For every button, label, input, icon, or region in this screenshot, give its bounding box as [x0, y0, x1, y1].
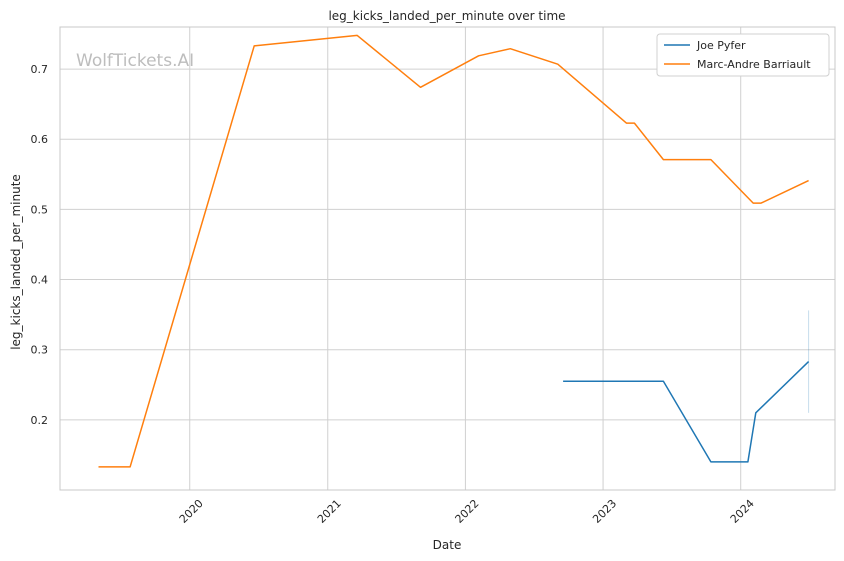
x-axis-label: Date: [433, 538, 462, 552]
y-tick-label: 0.3: [31, 344, 49, 357]
x-tick-label: 2021: [315, 497, 344, 526]
legend: Joe Pyfer Marc-Andre Barriault: [656, 33, 830, 77]
y-tick-label: 0.6: [31, 133, 49, 146]
legend-box: [656, 33, 830, 77]
series-line-joe-pyfer: [563, 361, 810, 463]
y-tick-label: 0.7: [31, 63, 49, 76]
grid: [60, 27, 835, 490]
chart-title: leg_kicks_landed_per_minute over time: [328, 9, 565, 23]
watermark: WolfTickets.AI: [76, 51, 194, 71]
plot-frame: [59, 26, 836, 491]
legend-label-joe-pyfer: Joe Pyfer: [696, 39, 746, 52]
x-tick-label: 2020: [177, 497, 206, 526]
x-tick-label: 2022: [453, 497, 482, 526]
y-axis-label: leg_kicks_landed_per_minute: [9, 174, 23, 350]
y-tick-label: 0.4: [31, 274, 49, 287]
series-line-marc-andre-barriault: [98, 34, 809, 468]
x-tick-label: 2024: [728, 497, 757, 526]
y-tick-label: 0.5: [31, 203, 49, 216]
tick-labels: 0.2 0.3 0.4 0.5 0.6 0.7 2020 2021 2022 2023 2024: [31, 63, 757, 526]
y-tick-label: 0.2: [31, 414, 49, 427]
series-layer: [98, 34, 810, 468]
legend-label-marc-andre-barriault: Marc-Andre Barriault: [697, 58, 811, 71]
x-tick-label: 2023: [590, 497, 619, 526]
